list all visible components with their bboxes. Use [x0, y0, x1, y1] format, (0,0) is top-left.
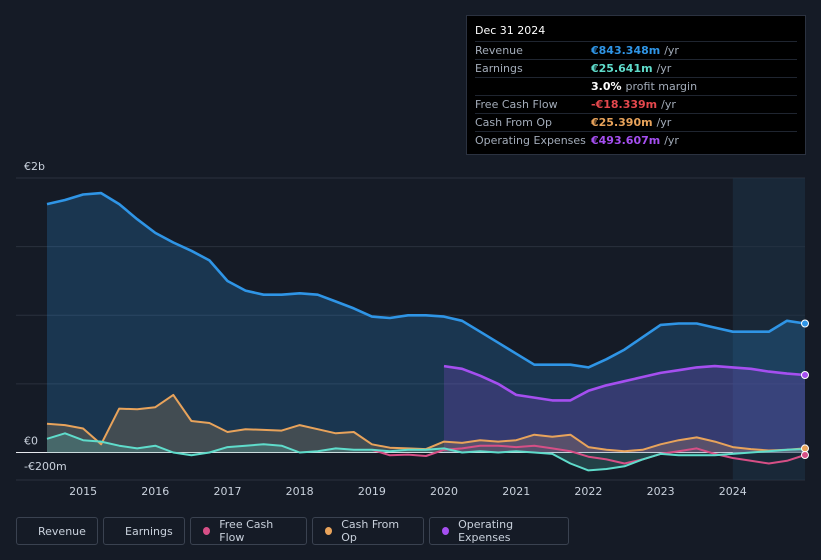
y-axis-ticks: €2b €0 -€200m	[24, 160, 67, 473]
legend-item-earnings[interactable]: Earnings	[103, 517, 185, 545]
area-operating-expenses	[444, 366, 805, 453]
tooltip-value: 3.0%	[591, 80, 622, 93]
y-tick-label: -€200m	[24, 460, 67, 473]
legend-item-operating-expenses[interactable]: Operating Expenses	[429, 517, 569, 545]
tooltip-value: €843.348m	[591, 44, 661, 57]
series-lines	[46, 191, 806, 472]
x-tick-label: 2020	[430, 485, 458, 498]
x-tick-label: 2023	[647, 485, 675, 498]
line-operating-expenses	[443, 364, 806, 402]
chart: €2b €0 -€200m 2015 2016 2017 2018 2019 2020 2021…	[16, 160, 809, 498]
tooltip-label: Cash From Op	[475, 116, 553, 129]
end-marker-operating-expenses	[801, 370, 809, 379]
tooltip-row-profit-margin: 3.0% profit margin	[475, 77, 797, 95]
line-free-cash-flow	[371, 444, 806, 465]
tooltip-value: €25.390m	[591, 116, 653, 129]
tooltip-row-free-cash-flow: Free Cash Flow -€18.339m /yr	[475, 95, 797, 113]
x-tick-label: 2021	[502, 485, 530, 498]
legend-dot-icon	[442, 527, 450, 535]
forecast-highlight	[732, 178, 805, 480]
legend-label: Revenue	[38, 524, 86, 538]
tooltip-label: Earnings	[475, 62, 523, 75]
x-tick-label: 2018	[286, 485, 314, 498]
legend-label: Earnings	[125, 524, 173, 538]
tooltip-label	[475, 78, 591, 95]
legend-dot-icon	[203, 527, 211, 535]
tooltip-unit: /yr	[664, 134, 679, 147]
tooltip-row-revenue: Revenue €843.348m /yr	[475, 41, 797, 59]
x-tick-label: 2019	[358, 485, 386, 498]
line-revenue	[46, 191, 806, 369]
y-tick-label: €2b	[24, 160, 45, 173]
area-revenue	[47, 193, 805, 453]
tooltip-unit: /yr	[656, 62, 672, 75]
x-tick-label: 2016	[141, 485, 169, 498]
x-axis-ticks: 2015 2016 2017 2018 2019 2020 2021 2022 2023 2024	[69, 485, 747, 498]
tooltip-unit: profit margin	[625, 80, 698, 93]
x-tick-label: 2015	[69, 485, 97, 498]
x-tick-label: 2017	[213, 485, 241, 498]
tooltip-row-cash-from-op: Cash From Op €25.390m /yr	[475, 113, 797, 131]
tooltip-value: -€18.339m	[591, 98, 658, 111]
highlight-region	[732, 178, 805, 480]
tooltip-row-earnings: Earnings €25.641m /yr	[475, 59, 797, 77]
tooltip-unit: /yr	[656, 116, 672, 129]
tooltip-value: €25.641m	[591, 62, 653, 75]
legend-item-free-cash-flow[interactable]: Free Cash Flow	[190, 517, 307, 545]
tooltip-label: Operating Expenses	[475, 134, 586, 147]
legend-label: Cash From Op	[341, 518, 400, 544]
end-marker-cash-from-op	[801, 444, 809, 453]
tooltip-panel: Dec 31 2024 Revenue €843.348m /yr Earnin…	[466, 15, 806, 155]
legend-label: Operating Expenses	[458, 518, 514, 544]
series-end-markers	[801, 319, 809, 460]
legend-dot-icon	[325, 527, 333, 535]
tooltip-unit: /yr	[664, 44, 679, 57]
x-tick-label: 2024	[719, 485, 747, 498]
legend-item-revenue[interactable]: Revenue	[16, 517, 98, 545]
y-tick-label: €0	[24, 435, 38, 448]
legend-label: Free Cash Flow	[219, 518, 274, 544]
tooltip-value: €493.607m	[591, 134, 661, 147]
tooltip-label: Free Cash Flow	[475, 98, 558, 111]
x-tick-label: 2022	[574, 485, 602, 498]
tooltip-unit: /yr	[661, 98, 676, 111]
tooltip-label: Revenue	[475, 44, 523, 57]
end-marker-free-cash-flow	[801, 451, 809, 460]
legend-item-cash-from-op[interactable]: Cash From Op	[312, 517, 424, 545]
tooltip-date: Dec 31 2024	[475, 24, 546, 37]
line-earnings	[46, 432, 806, 472]
tooltip-row-operating-expenses: Operating Expenses €493.607m /yr	[475, 131, 797, 149]
legend: Revenue Earnings Free Cash Flow Cash Fro…	[16, 517, 569, 545]
end-marker-revenue	[801, 319, 809, 328]
area-cash-from-op	[47, 394, 805, 453]
